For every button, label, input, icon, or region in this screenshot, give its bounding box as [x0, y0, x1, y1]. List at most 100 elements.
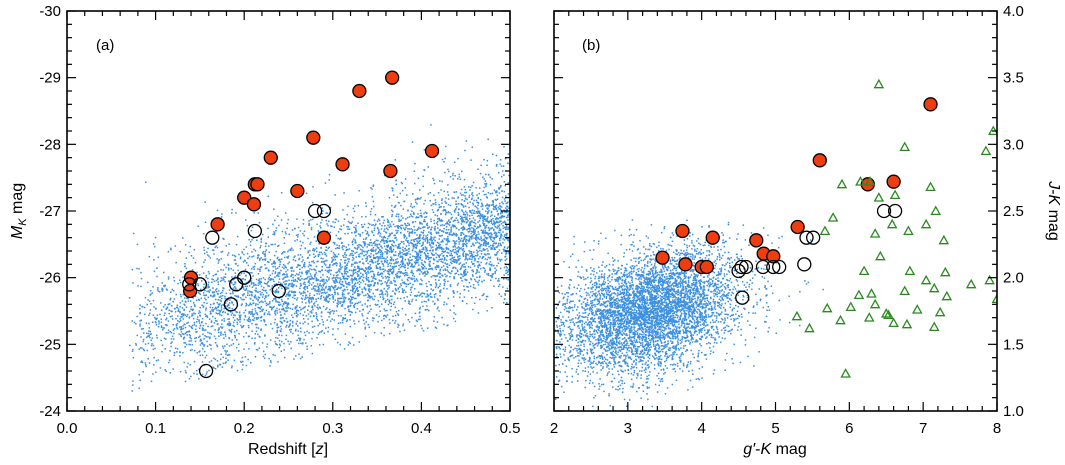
panel-a-cloud-point — [456, 284, 459, 286]
panel-a-cloud-point — [334, 277, 337, 279]
panel-a-cloud-point — [340, 286, 342, 289]
panel-a-cloud-point — [419, 257, 421, 259]
panel-a-cloud-point — [212, 295, 214, 298]
panel-a-cloud-point — [169, 315, 172, 318]
panel-a-cloud-point — [422, 247, 425, 249]
panel-a-cloud-point — [435, 268, 438, 271]
panel-a-cloud-point — [182, 318, 185, 320]
panel-a-cloud-point — [415, 299, 417, 301]
panel-a-cloud-point — [395, 265, 397, 268]
panel-a-cloud-point — [441, 230, 443, 232]
panel-a-cloud-point — [506, 228, 508, 231]
panel-a-cloud-point — [450, 272, 452, 275]
panel-a-cloud-point — [322, 284, 324, 286]
panel-a-cloud-point — [489, 261, 492, 263]
panel-a-cloud-point — [308, 332, 310, 334]
panel-a-cloud-point — [500, 223, 503, 225]
panel-a-cloud-point — [471, 146, 474, 148]
panel-a-cloud-point — [412, 272, 415, 275]
panel-a-cloud-point — [440, 189, 442, 191]
panel-a-cloud-point — [491, 178, 493, 180]
panel-a-cloud-point — [217, 323, 219, 325]
panel-a-cloud-point — [390, 247, 392, 249]
panel-a-cloud-point — [505, 269, 507, 272]
panel-a-cloud-point — [278, 339, 281, 342]
panel-a-cloud-point — [484, 269, 486, 272]
panel-a-cloud-point — [236, 321, 238, 324]
panel-a-cloud-point — [319, 227, 322, 229]
panel-a-cloud-point — [209, 289, 212, 291]
panel-a-cloud-point — [149, 336, 151, 339]
panel-a-cloud-point — [323, 332, 326, 334]
panel-a-cloud-point — [239, 287, 242, 290]
panel-a-cloud-point — [407, 209, 409, 212]
panel-a-cloud-point — [350, 263, 353, 266]
panel-a-cloud-point — [250, 229, 253, 232]
panel-a-cloud-point — [450, 226, 453, 229]
panel-a-cloud-point — [316, 315, 318, 318]
panel-a-cloud-point — [237, 296, 240, 298]
panel-a-cloud-point — [210, 303, 212, 306]
panel-a-cloud-point — [373, 317, 375, 320]
panel-a-cloud-point — [346, 275, 349, 277]
panel-a-cloud-point — [261, 342, 264, 344]
panel-a-cloud-point — [293, 358, 295, 360]
panel-a-cloud-point — [370, 241, 372, 244]
panel-a-cloud-point — [476, 194, 478, 196]
panel-a-cloud-point — [500, 210, 503, 213]
panel-a-cloud-point — [448, 252, 450, 254]
panel-a-cloud-point — [222, 289, 224, 292]
panel-a-cloud-point — [329, 263, 331, 266]
panel-a-cloud-point — [469, 266, 472, 269]
panel-a-cloud-point — [205, 274, 207, 277]
panel-a-cloud-point — [422, 185, 424, 188]
panel-a-cloud-point — [411, 232, 413, 234]
panel-a-cloud-point — [296, 239, 299, 241]
panel-a-cloud-point — [303, 278, 305, 281]
panel-a-cloud-point — [413, 213, 415, 215]
panel-a-cloud-point — [486, 248, 488, 250]
panel-a-cloud-point — [149, 309, 152, 311]
panel-a-cloud-point — [351, 240, 354, 242]
panel-a-cloud-point — [371, 231, 374, 234]
panel-a-cloud-point — [463, 227, 466, 229]
panel-a-cloud-point — [240, 324, 242, 327]
panel-a-cloud-point — [188, 343, 190, 346]
panel-a-cloud-point — [179, 311, 181, 314]
panel-a-cloud-point — [180, 295, 182, 298]
panel-a-cloud-point — [507, 226, 509, 229]
panel-a-cloud-point — [403, 243, 405, 245]
panel-a-cloud-point — [189, 364, 191, 366]
panel-a-cloud-point — [421, 292, 423, 294]
panel-a-cloud-point — [217, 312, 219, 315]
panel-a-cloud-point — [207, 285, 210, 287]
panel-a-cloud-point — [472, 308, 474, 311]
panel-a-cloud-point — [167, 278, 170, 280]
panel-a-cloud-point — [327, 295, 330, 298]
panel-a-cloud-point — [495, 165, 498, 167]
panel-a-cloud-point — [342, 276, 345, 279]
panel-a-cloud-point — [427, 252, 429, 255]
panel-a-cloud-point — [407, 267, 409, 270]
panel-a-cloud-point — [351, 280, 354, 282]
panel-a-cloud-point — [323, 289, 326, 291]
panel-a-cloud-point — [477, 202, 480, 204]
panel-a-cloud-point — [184, 262, 186, 265]
panel-a-cloud-point — [207, 296, 210, 299]
panel-a-cloud-point — [423, 219, 426, 221]
panel-a-cloud-point — [332, 276, 335, 279]
panel-a-cloud-point — [254, 333, 257, 335]
panel-a-cloud-point — [268, 311, 270, 313]
panel-a-cloud-point — [363, 286, 366, 289]
panel-a-cloud-point — [408, 216, 411, 218]
panel-a-cloud-point — [317, 254, 320, 256]
panel-a-cloud-point — [376, 273, 379, 275]
panel-a-cloud-point — [377, 282, 379, 284]
panel-a-cloud-point — [331, 318, 333, 321]
panel-a-cloud-point — [373, 227, 376, 230]
panel-a-cloud-point — [490, 204, 493, 206]
panel-a-cloud-point — [464, 258, 466, 261]
panel-a-cloud-point — [426, 256, 429, 258]
panel-a-cloud-point — [152, 373, 154, 375]
panel-a-cloud-point — [219, 280, 222, 282]
